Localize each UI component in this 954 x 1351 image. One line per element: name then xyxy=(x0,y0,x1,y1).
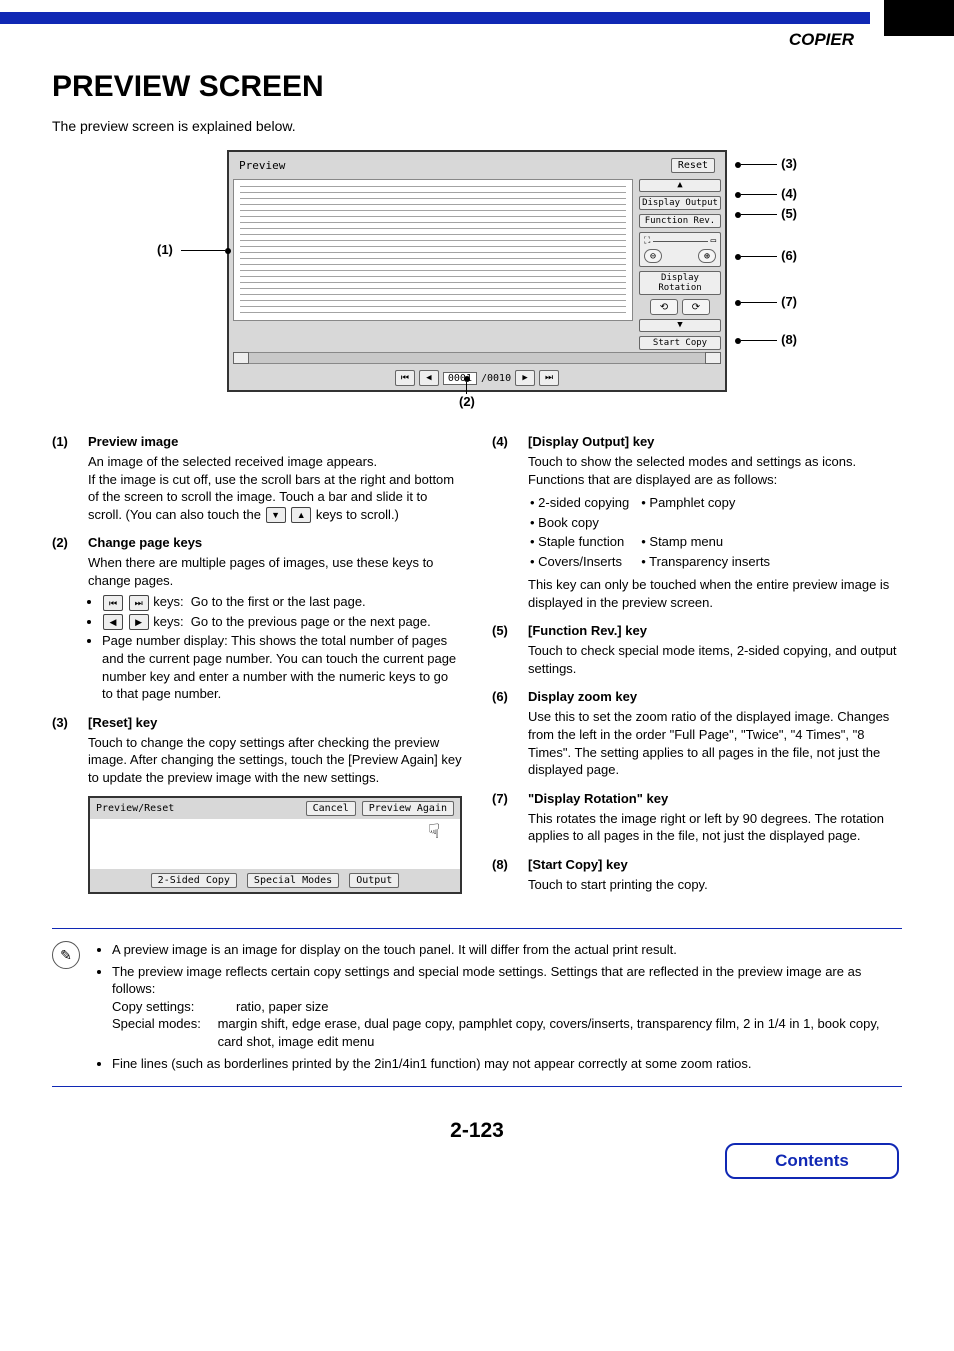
preview-again-button[interactable]: Preview Again xyxy=(362,801,454,816)
callout-6: (6) xyxy=(735,248,797,263)
scroll-up-button[interactable]: ▲ xyxy=(639,179,721,192)
item6-title: Display zoom key xyxy=(528,689,637,704)
rotate-left-button[interactable]: ⟲ xyxy=(650,299,678,315)
hand-cursor-icon: ☟ xyxy=(428,819,440,843)
intro-text: The preview screen is explained below. xyxy=(52,118,902,134)
note-icon: ✎ xyxy=(52,941,80,969)
zoom-min-icon: ⛶ xyxy=(644,236,650,246)
section-label: COPIER xyxy=(0,30,954,50)
item5-desc: Touch to check special mode items, 2-sid… xyxy=(528,642,902,677)
mini-title: Preview/Reset xyxy=(96,803,174,814)
item2-desc: When there are multiple pages of images,… xyxy=(88,554,462,702)
cancel-button[interactable]: Cancel xyxy=(306,801,356,816)
rotate-right-button[interactable]: ⟳ xyxy=(682,299,710,315)
special-modes-button[interactable]: Special Modes xyxy=(247,873,339,888)
preview-image-area[interactable] xyxy=(233,179,633,321)
horizontal-scrollbar[interactable] xyxy=(233,352,721,364)
item3-title: [Reset] key xyxy=(88,715,157,730)
two-sided-button[interactable]: 2-Sided Copy xyxy=(151,873,237,888)
next-key-icon: ▶ xyxy=(129,614,149,630)
note-box: ✎ A preview image is an image for displa… xyxy=(52,928,902,1087)
down-key-icon: ▼ xyxy=(266,507,286,523)
reset-button[interactable]: Reset xyxy=(671,158,715,173)
output-button[interactable]: Output xyxy=(349,873,399,888)
zoom-max-icon: ▭ xyxy=(711,236,716,246)
item8-title: [Start Copy] key xyxy=(528,857,628,872)
zoom-box: ⛶ ▭ ⊖ ⊕ xyxy=(639,232,721,267)
callout-4: (4) xyxy=(735,186,797,201)
page-nav: ⏮ ◀ 0001 /0010 ▶ ⏭ xyxy=(233,370,721,386)
item2-title: Change page keys xyxy=(88,535,202,550)
prev-page-button[interactable]: ◀ xyxy=(419,370,439,386)
callout-2: (2) xyxy=(459,376,475,409)
contents-button[interactable]: Contents xyxy=(725,1143,899,1179)
item4-desc: Touch to show the selected modes and set… xyxy=(528,453,902,611)
last-key-icon: ⏭ xyxy=(129,595,149,611)
callout-3: (3) xyxy=(735,156,797,171)
item8-desc: Touch to start printing the copy. xyxy=(528,876,902,894)
function-list: • 2-sided copying• Pamphlet copy • Book … xyxy=(528,492,782,572)
callout-7: (7) xyxy=(735,294,797,309)
callout-5: (5) xyxy=(735,206,797,221)
item3-desc: Touch to change the copy settings after … xyxy=(88,734,462,787)
item4-title: [Display Output] key xyxy=(528,434,654,449)
scroll-down-button[interactable]: ▼ xyxy=(639,319,721,332)
preview-panel: Preview Reset ▲ Display Output Function … xyxy=(227,150,727,392)
callout-8: (8) xyxy=(735,332,797,347)
up-key-icon: ▲ xyxy=(291,507,311,523)
item6-desc: Use this to set the zoom ratio of the di… xyxy=(528,708,902,778)
right-column: (4)[Display Output] key Touch to show th… xyxy=(492,422,902,894)
first-page-button[interactable]: ⏮ xyxy=(395,370,415,386)
display-output-button[interactable]: Display Output xyxy=(639,196,721,210)
left-column: (1)Preview image An image of the selecte… xyxy=(52,422,462,894)
item7-desc: This rotates the image right or left by … xyxy=(528,810,902,845)
preview-reset-panel: Preview/Reset Cancel Preview Again ☟ 2-S… xyxy=(88,796,462,894)
zoom-in-button[interactable]: ⊕ xyxy=(698,249,716,263)
prev-key-icon: ◀ xyxy=(103,614,123,630)
last-page-button[interactable]: ⏭ xyxy=(539,370,559,386)
page-number: 2-123 xyxy=(52,1119,902,1143)
page-title: PREVIEW SCREEN xyxy=(52,70,902,104)
zoom-out-button[interactable]: ⊖ xyxy=(644,249,662,263)
item1-title: Preview image xyxy=(88,434,178,449)
start-copy-button[interactable]: Start Copy xyxy=(639,336,721,350)
page-total: /0010 xyxy=(481,373,511,384)
first-key-icon: ⏮ xyxy=(103,595,123,611)
item5-title: [Function Rev.] key xyxy=(528,623,647,638)
panel-title: Preview xyxy=(239,159,285,172)
item1-desc: An image of the selected received image … xyxy=(88,453,462,523)
next-page-button[interactable]: ▶ xyxy=(515,370,535,386)
display-rotation-label: Display Rotation xyxy=(639,271,721,295)
function-rev-button[interactable]: Function Rev. xyxy=(639,214,721,228)
item7-title: "Display Rotation" key xyxy=(528,791,668,806)
callout-1: (1) xyxy=(157,242,231,257)
